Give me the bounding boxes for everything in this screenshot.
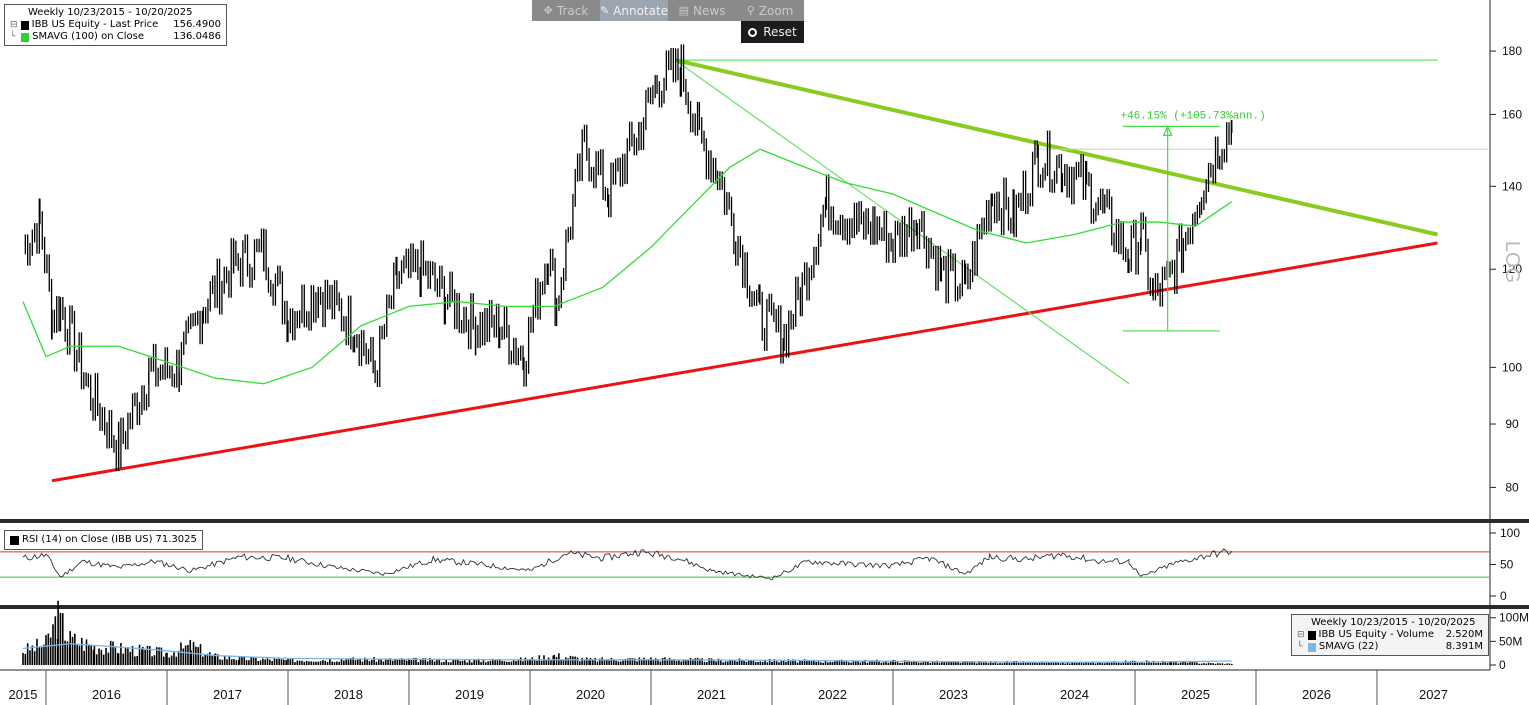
year-label: 2025	[1181, 687, 1210, 702]
volume-tick-label: 50M	[1499, 634, 1522, 648]
crosshair-icon: ✥	[543, 4, 553, 17]
news-button-label: News	[693, 3, 726, 18]
volume-tick-label: 100M	[1499, 611, 1529, 625]
magnifier-icon: ⚲	[746, 4, 755, 17]
legend-sma-label: SMAVG (100) on Close	[32, 31, 145, 42]
reset-button[interactable]: Reset	[741, 21, 804, 43]
volume-sma-line	[22, 643, 1232, 663]
year-label: 2015	[9, 687, 38, 702]
rsi-legend[interactable]: RSI (14) on Close (IBB US) 71.3025	[4, 530, 203, 550]
sma-swatch	[21, 32, 30, 42]
rsi-swatch	[10, 535, 19, 545]
chart-toolbar: ✥ Track ✎ Annotate ▤ News ⚲ Zoom	[532, 0, 804, 21]
year-label: 2021	[697, 687, 726, 702]
legend-rsi-value: 71.3025	[155, 534, 197, 545]
annotate-button[interactable]: ✎ Annotate	[599, 0, 669, 21]
legend-period: Weekly 10/23/2015 - 10/20/2025	[28, 7, 193, 18]
news-icon: ▤	[678, 4, 690, 17]
track-button-label: Track	[556, 3, 589, 18]
year-label: 2017	[213, 687, 242, 702]
volume-swatch	[1307, 630, 1316, 640]
support-trend-line	[51, 241, 1438, 483]
reset-button-label: Reset	[763, 25, 797, 39]
year-label: 2027	[1419, 687, 1448, 702]
reset-icon	[748, 27, 758, 37]
price-legend[interactable]: Weekly 10/23/2015 - 10/20/2025 ⊟ IBB US …	[4, 4, 227, 46]
volume-tick-label: 0	[1499, 658, 1506, 672]
price-tick-label: 160	[1502, 107, 1522, 121]
tree-connector-icon: └	[10, 32, 16, 42]
legend-volume-label: IBB US Equity - Volume	[1318, 629, 1434, 640]
year-label: 2020	[576, 687, 605, 702]
tree-connector-icon: └	[1297, 642, 1303, 652]
resistance-trend-line	[674, 58, 1438, 237]
price-tick-label: 180	[1502, 44, 1522, 58]
legend-vol-period: Weekly 10/23/2015 - 10/20/2025	[1311, 617, 1476, 628]
news-button[interactable]: ▤ News	[668, 0, 736, 21]
year-label: 2019	[455, 687, 484, 702]
price-tick-label: 120	[1502, 262, 1522, 276]
pencil-icon: ✎	[599, 4, 610, 17]
vol-sma-swatch	[1307, 642, 1316, 652]
log-scale-label: LOG	[1501, 241, 1523, 283]
collapse-icon[interactable]: ⊟	[10, 20, 18, 30]
legend-price-label: IBB US Equity - Last Price	[31, 19, 159, 30]
legend-vol-sma-value: 8.391M	[1445, 641, 1483, 652]
volume-legend[interactable]: Weekly 10/23/2015 - 10/20/2025 ⊟ IBB US …	[1291, 614, 1489, 656]
rsi-line	[22, 548, 1233, 581]
legend-price-value: 156.4900	[173, 19, 221, 30]
price-tick-label: 90	[1505, 417, 1519, 431]
price-tick-label: 80	[1505, 480, 1519, 494]
panel-divider[interactable]	[0, 519, 1529, 523]
zoom-button-label: Zoom	[758, 3, 794, 18]
year-label: 2024	[1060, 687, 1089, 702]
panel-divider[interactable]	[0, 605, 1529, 609]
legend-sma-value: 136.0486	[173, 31, 222, 42]
year-label: 2026	[1302, 687, 1331, 702]
annotation-arrow	[1162, 124, 1173, 136]
collapse-icon[interactable]: ⊟	[1297, 630, 1305, 640]
price-tick-label: 100	[1502, 360, 1522, 374]
rsi-tick-label: 100	[1500, 526, 1520, 540]
price-swatch	[20, 20, 29, 30]
rsi-tick-label: 0	[1500, 589, 1507, 603]
legend-volume-value: 2.520M	[1445, 629, 1483, 640]
track-button[interactable]: ✥ Track	[532, 0, 600, 21]
legend-rsi-label: RSI (14) on Close (IBB US)	[22, 534, 153, 545]
year-label: 2022	[818, 687, 847, 702]
legend-vol-sma-label: SMAVG (22)	[1318, 641, 1379, 652]
annotate-button-label: Annotate	[613, 3, 669, 18]
sma-100-line	[22, 148, 1233, 385]
annotation-label: +46.15% (+105.73%ann.)	[1120, 110, 1265, 122]
year-label: 2018	[334, 687, 363, 702]
rsi-tick-label: 50	[1500, 558, 1514, 572]
price-tick-label: 140	[1502, 179, 1522, 193]
year-label: 2016	[92, 687, 121, 702]
zoom-button[interactable]: ⚲ Zoom	[736, 0, 804, 21]
year-label: 2023	[939, 687, 968, 702]
